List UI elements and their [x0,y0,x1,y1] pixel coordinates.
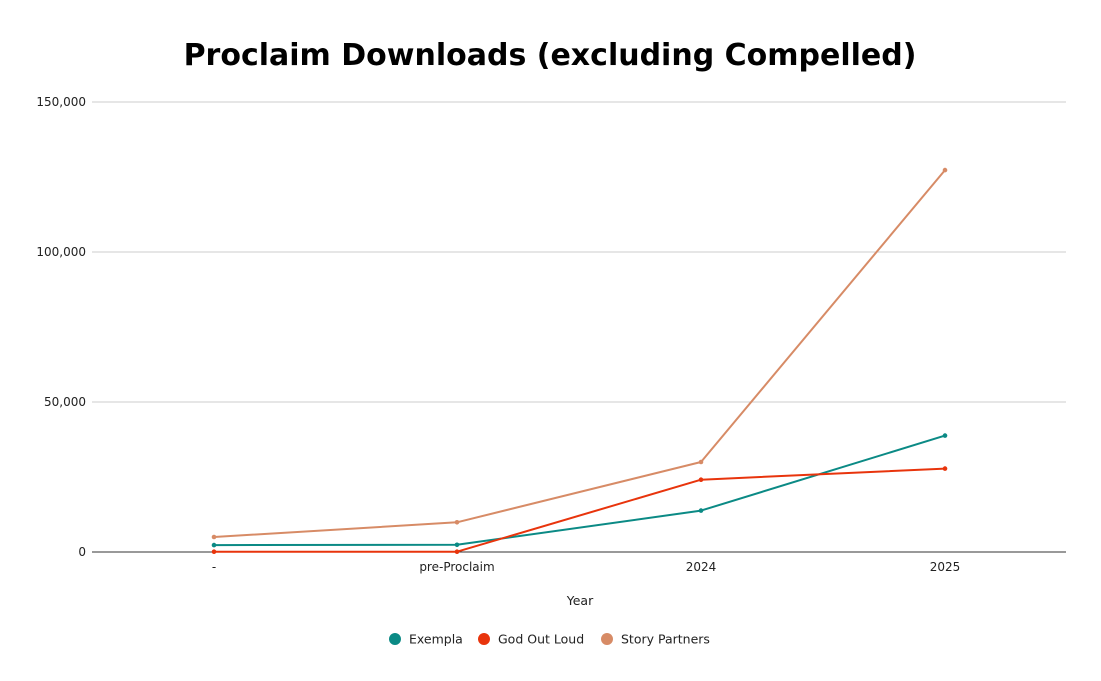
x-tick-label: - [212,560,216,574]
legend-item-god-out-loud[interactable]: God Out Loud [478,632,584,647]
data-point[interactable] [454,542,460,548]
data-point[interactable] [454,520,460,525]
data-point[interactable] [211,542,217,548]
data-point[interactable] [211,549,217,554]
y-tick-label: 50,000 [44,395,86,409]
legend-label: God Out Loud [498,632,584,647]
series-exempla [211,433,948,548]
x-axis-ticks: - pre-Proclaim 2024 2025 [212,560,960,574]
data-point[interactable] [698,477,704,483]
x-tick-label: pre-Proclaim [419,560,494,574]
data-point[interactable] [942,167,948,173]
y-axis-ticks: 0 50,000 100,000 150,000 [36,95,86,559]
series-line [213,169,946,538]
series-line [213,467,946,553]
data-point[interactable] [698,508,704,513]
legend[interactable]: Exempla God Out Loud Story Partners [389,632,710,647]
series-god-out-loud [211,466,948,554]
x-tick-label: 2025 [930,560,961,574]
data-point[interactable] [942,466,948,471]
gridlines [92,101,1066,553]
legend-item-exempla[interactable]: Exempla [389,632,463,647]
data-point[interactable] [211,534,217,540]
legend-marker [478,633,490,645]
series-lines [211,167,948,554]
data-point[interactable] [454,549,460,554]
legend-marker [389,633,401,645]
y-tick-label: 0 [78,545,86,559]
x-tick-label: 2024 [686,560,717,574]
y-tick-label: 150,000 [36,95,86,109]
x-axis-title: Year [566,593,594,608]
series-line [213,434,946,547]
data-point[interactable] [942,433,948,438]
y-tick-label: 100,000 [36,245,86,259]
legend-item-story-partners[interactable]: Story Partners [601,632,710,647]
series-story-partners [211,167,948,540]
legend-marker [601,633,613,645]
legend-label: Story Partners [621,632,710,647]
chart-title: Proclaim Downloads (excluding Compelled) [184,38,917,73]
data-point[interactable] [698,459,704,465]
legend-label: Exempla [409,632,463,647]
